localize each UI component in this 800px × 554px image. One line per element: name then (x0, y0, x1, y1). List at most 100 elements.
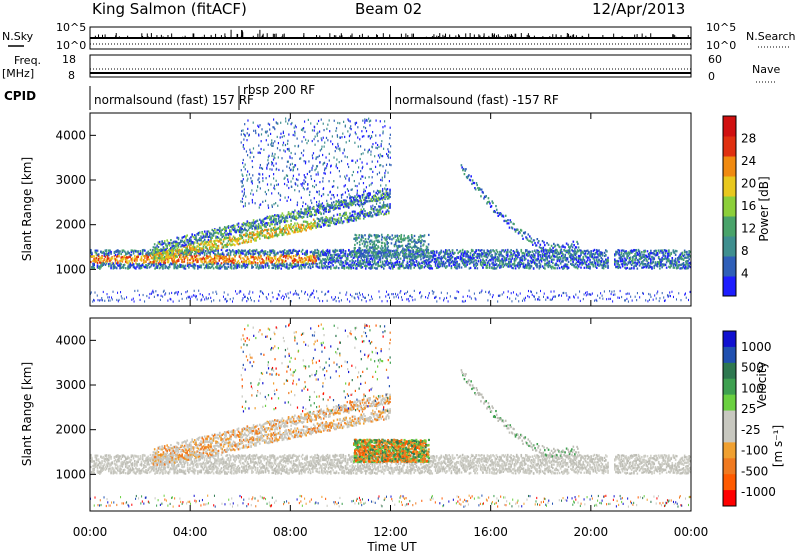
data-cell (281, 259, 284, 262)
data-cell (415, 260, 418, 263)
data-cell (162, 252, 164, 255)
data-cell (237, 222, 240, 225)
data-cell (363, 258, 366, 261)
data-cell (459, 258, 462, 261)
data-cell (286, 227, 289, 230)
data-cell (242, 262, 244, 265)
data-cell (469, 254, 472, 257)
data-cell (124, 257, 127, 261)
data-cell (293, 258, 296, 261)
data-cell (492, 261, 494, 264)
data-cell (273, 264, 276, 267)
data-cell (535, 251, 537, 254)
data-cell (333, 250, 336, 254)
data-cell (127, 262, 129, 265)
data-cell (284, 266, 287, 269)
data-cell (137, 254, 139, 257)
data-cell (357, 249, 359, 252)
data-cell (503, 250, 506, 253)
data-cell (482, 266, 484, 269)
data-cell (144, 256, 146, 259)
data-cell (623, 253, 625, 256)
data-cell (224, 267, 226, 270)
data-cell (389, 267, 392, 270)
data-cell (360, 265, 363, 268)
data-cell (273, 250, 276, 253)
data-cell (435, 257, 438, 260)
data-cell (495, 258, 498, 261)
data-cell (120, 259, 123, 262)
data-cell (286, 216, 289, 220)
data-cell (672, 249, 675, 252)
data-cell (325, 265, 328, 268)
data-cell (318, 254, 321, 257)
data-cell (486, 249, 489, 252)
data-cell (382, 252, 385, 255)
data-cell (495, 263, 498, 266)
data-cell (505, 256, 508, 259)
data-cell (310, 250, 313, 253)
data-cell (371, 258, 374, 261)
data-cell (509, 263, 511, 266)
data-cell (274, 266, 277, 269)
data-cell (494, 256, 497, 259)
data-cell (247, 240, 250, 243)
data-cell (309, 251, 312, 254)
data-cell (120, 252, 123, 256)
data-cell (114, 259, 117, 262)
data-cell (220, 266, 223, 269)
data-cell (345, 258, 348, 261)
data-cell (333, 256, 336, 259)
data-cell (204, 257, 207, 260)
data-cell (271, 257, 274, 260)
data-cell (110, 267, 112, 270)
data-cell (671, 256, 674, 260)
data-cell (216, 262, 218, 265)
data-cell (305, 250, 307, 253)
data-cell (381, 262, 384, 265)
data-cell (481, 252, 483, 255)
data-cell (602, 267, 605, 270)
data-cell (369, 249, 372, 252)
data-cell (462, 251, 465, 254)
data-cell (415, 255, 418, 258)
data-cell (455, 264, 457, 267)
data-cell (508, 262, 510, 265)
data-cell (366, 265, 368, 268)
data-cell (439, 257, 441, 260)
data-cell (229, 250, 232, 253)
data-cell (213, 252, 216, 256)
data-cell (199, 266, 201, 269)
data-cell (306, 251, 308, 254)
data-cell (318, 262, 321, 265)
data-cell (138, 252, 141, 256)
data-cell (416, 255, 419, 258)
data-cell (210, 256, 213, 259)
data-cell (255, 256, 258, 259)
data-cell (358, 255, 360, 259)
data-cell (470, 250, 473, 253)
data-cell (227, 260, 230, 264)
data-cell (625, 250, 627, 253)
data-cell (189, 250, 191, 253)
data-cell (296, 253, 298, 257)
data-cell (403, 249, 405, 253)
data-cell (278, 261, 280, 264)
data-cell (474, 259, 476, 262)
data-cell (453, 251, 456, 254)
data-cell (216, 254, 218, 257)
data-cell (355, 250, 358, 253)
data-cell (172, 262, 174, 265)
beam-title: Beam 02 (355, 0, 422, 18)
data-cell (193, 263, 196, 266)
data-cell (591, 261, 594, 264)
data-cell (458, 266, 461, 269)
data-cell (452, 263, 455, 266)
data-cell (320, 212, 322, 216)
data-cell (292, 258, 295, 262)
data-cell (404, 252, 406, 256)
data-cell (464, 250, 466, 253)
data-cell (145, 260, 147, 263)
data-cell (90, 248, 92, 252)
